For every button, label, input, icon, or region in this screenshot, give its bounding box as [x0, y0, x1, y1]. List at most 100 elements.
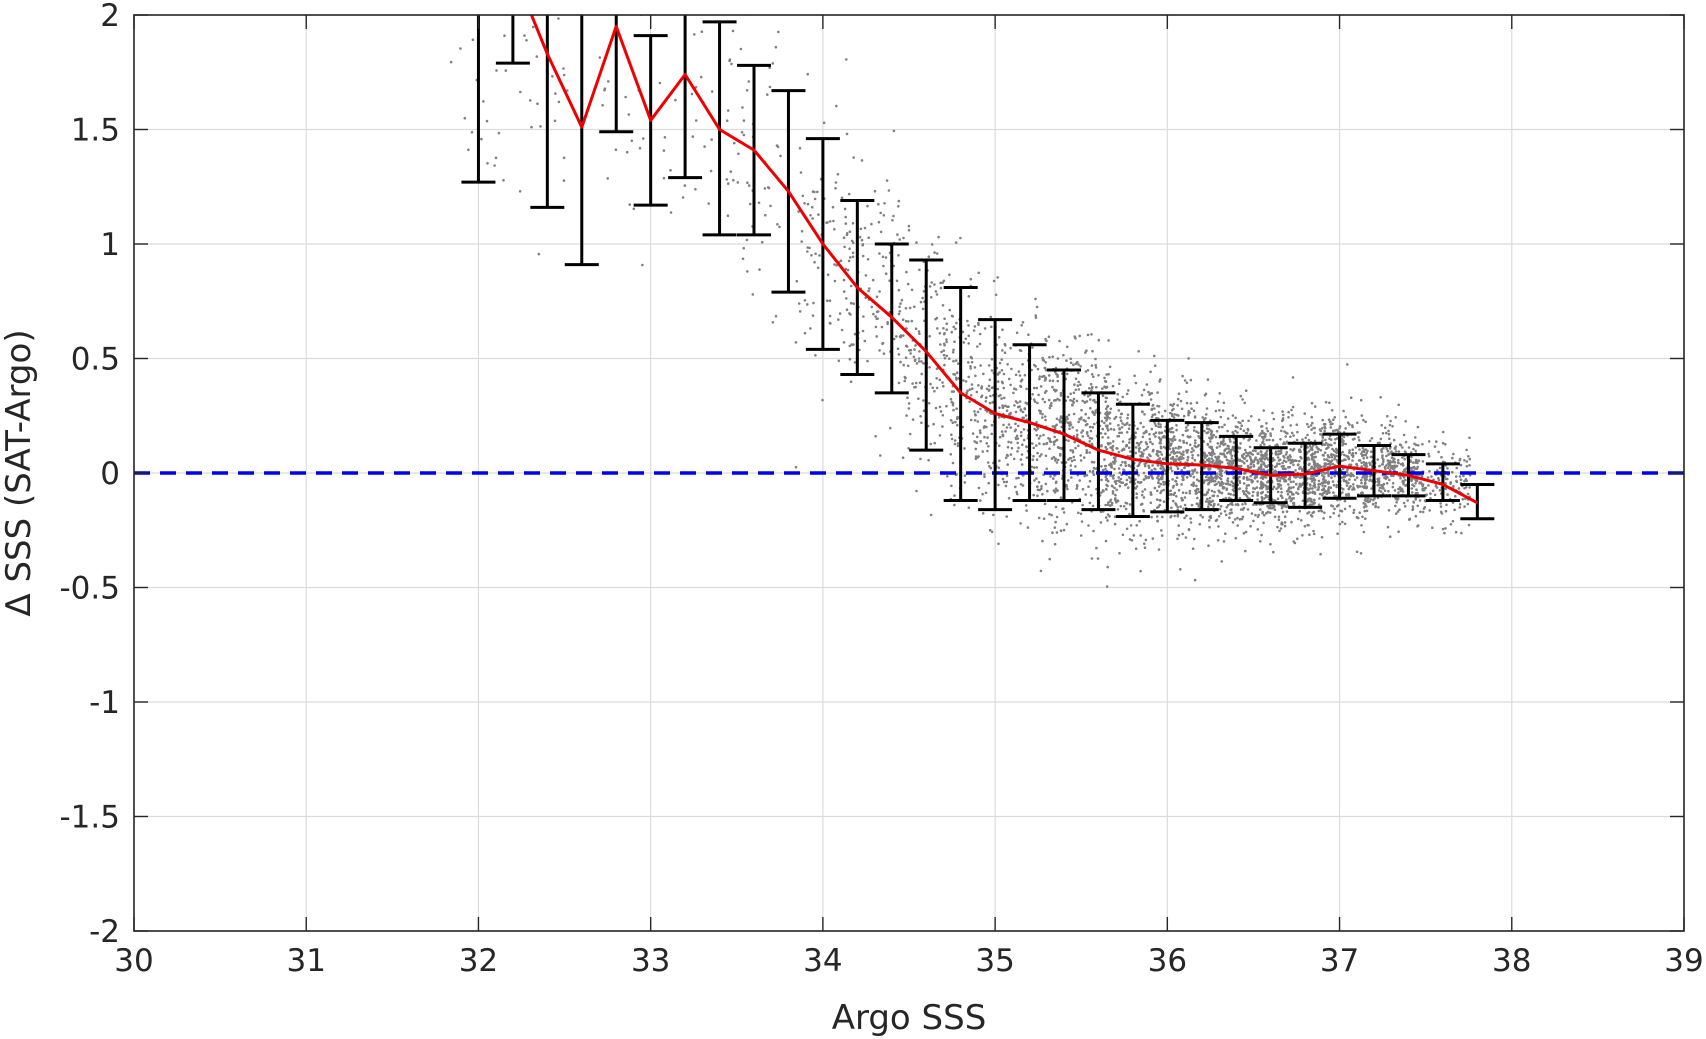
- scatter-point: [641, 263, 644, 267]
- scatter-point: [1250, 512, 1254, 515]
- scatter-point: [1020, 378, 1024, 382]
- scatter-point: [1205, 458, 1209, 462]
- scatter-point: [1145, 383, 1149, 386]
- scatter-point: [899, 360, 902, 364]
- scatter-point: [1255, 486, 1259, 489]
- scatter-point: [1241, 503, 1244, 506]
- scatter-point: [952, 348, 955, 352]
- scatter-point: [1018, 374, 1022, 377]
- scatter-point: [1157, 481, 1160, 484]
- scatter-point: [1150, 468, 1153, 472]
- scatter-point: [1134, 478, 1137, 481]
- scatter-point: [874, 315, 877, 318]
- scatter-point: [1358, 459, 1362, 462]
- scatter-point: [710, 90, 714, 93]
- scatter-point: [950, 437, 954, 441]
- scatter-point: [803, 331, 807, 335]
- scatter-point: [1247, 466, 1250, 470]
- scatter-point: [939, 410, 943, 413]
- scatter-point: [691, 135, 695, 138]
- scatter-point: [1088, 436, 1092, 440]
- scatter-point: [1394, 450, 1398, 453]
- scatter-point: [1053, 526, 1057, 529]
- scatter-point: [1276, 490, 1280, 494]
- scatter-point: [1171, 431, 1175, 434]
- scatter-point: [861, 243, 864, 247]
- scatter-point: [1304, 436, 1307, 440]
- scatter-point: [1303, 524, 1307, 528]
- scatter-point: [1449, 482, 1452, 485]
- scatter-point: [1169, 430, 1173, 434]
- scatter-point: [936, 327, 939, 330]
- scatter-point: [871, 278, 875, 282]
- scatter-point: [1187, 413, 1190, 417]
- scatter-point: [1315, 446, 1319, 449]
- scatter-point: [1195, 487, 1199, 491]
- scatter-point: [1331, 462, 1335, 466]
- scatter-point: [1238, 459, 1242, 463]
- scatter-point: [891, 219, 894, 222]
- scatter-point: [1018, 400, 1022, 403]
- scatter-point: [1208, 496, 1212, 500]
- scatter-point: [1092, 461, 1096, 464]
- scatter-point: [1220, 452, 1224, 456]
- scatter-point: [1231, 521, 1235, 524]
- scatter-point: [1197, 431, 1200, 435]
- scatter-point: [1151, 464, 1154, 467]
- scatter-point: [967, 334, 970, 338]
- scatter-point: [1162, 467, 1165, 470]
- scatter-point: [1223, 423, 1226, 427]
- scatter-point: [1189, 474, 1192, 478]
- scatter-point: [987, 445, 990, 448]
- scatter-point: [1056, 379, 1060, 383]
- scatter-point: [1051, 425, 1055, 428]
- scatter-point: [1104, 516, 1108, 519]
- scatter-point: [1414, 491, 1418, 495]
- scatter-point: [1392, 474, 1395, 478]
- scatter-point: [863, 339, 867, 343]
- scatter-point: [690, 92, 694, 96]
- scatter-point: [918, 381, 922, 385]
- scatter-point: [1394, 416, 1397, 419]
- scatter-point: [1310, 428, 1313, 431]
- scatter-point: [1320, 481, 1324, 485]
- scatter-point: [1110, 503, 1113, 507]
- scatter-point: [1207, 502, 1211, 506]
- scatter-point: [1201, 515, 1204, 519]
- scatter-point: [1039, 569, 1043, 573]
- scatter-point: [810, 254, 813, 257]
- scatter-point: [1193, 444, 1196, 448]
- scatter-point: [537, 252, 541, 256]
- scatter-point: [1190, 450, 1193, 454]
- scatter-point: [998, 444, 1001, 448]
- scatter-point: [1263, 513, 1266, 517]
- scatter-point: [1319, 552, 1322, 556]
- scatter-point: [1171, 404, 1174, 408]
- scatter-point: [1207, 488, 1211, 492]
- scatter-point: [768, 66, 771, 69]
- scatter-point: [1157, 411, 1161, 414]
- scatter-point: [1176, 467, 1180, 471]
- scatter-point: [1162, 488, 1165, 492]
- scatter-point: [1242, 472, 1246, 475]
- scatter-point: [1241, 398, 1244, 401]
- scatter-point: [1225, 506, 1229, 509]
- scatter-point: [1344, 415, 1347, 419]
- scatter-point: [992, 279, 996, 283]
- scatter-point: [848, 247, 851, 250]
- scatter-point: [1025, 456, 1029, 460]
- scatter-point: [848, 357, 852, 361]
- scatter-point: [1069, 398, 1072, 402]
- scatter-point: [1283, 515, 1287, 518]
- scatter-point: [1317, 503, 1321, 507]
- scatter-point: [1125, 527, 1129, 531]
- scatter-point: [1053, 542, 1057, 546]
- scatter-point: [927, 402, 931, 405]
- scatter-point: [1052, 455, 1056, 459]
- scatter-point: [739, 47, 743, 51]
- scatter-point: [956, 444, 960, 448]
- scatter-point: [523, 34, 526, 37]
- scatter-point: [1324, 438, 1327, 442]
- scatter-point: [1341, 491, 1344, 494]
- scatter-point: [557, 17, 560, 20]
